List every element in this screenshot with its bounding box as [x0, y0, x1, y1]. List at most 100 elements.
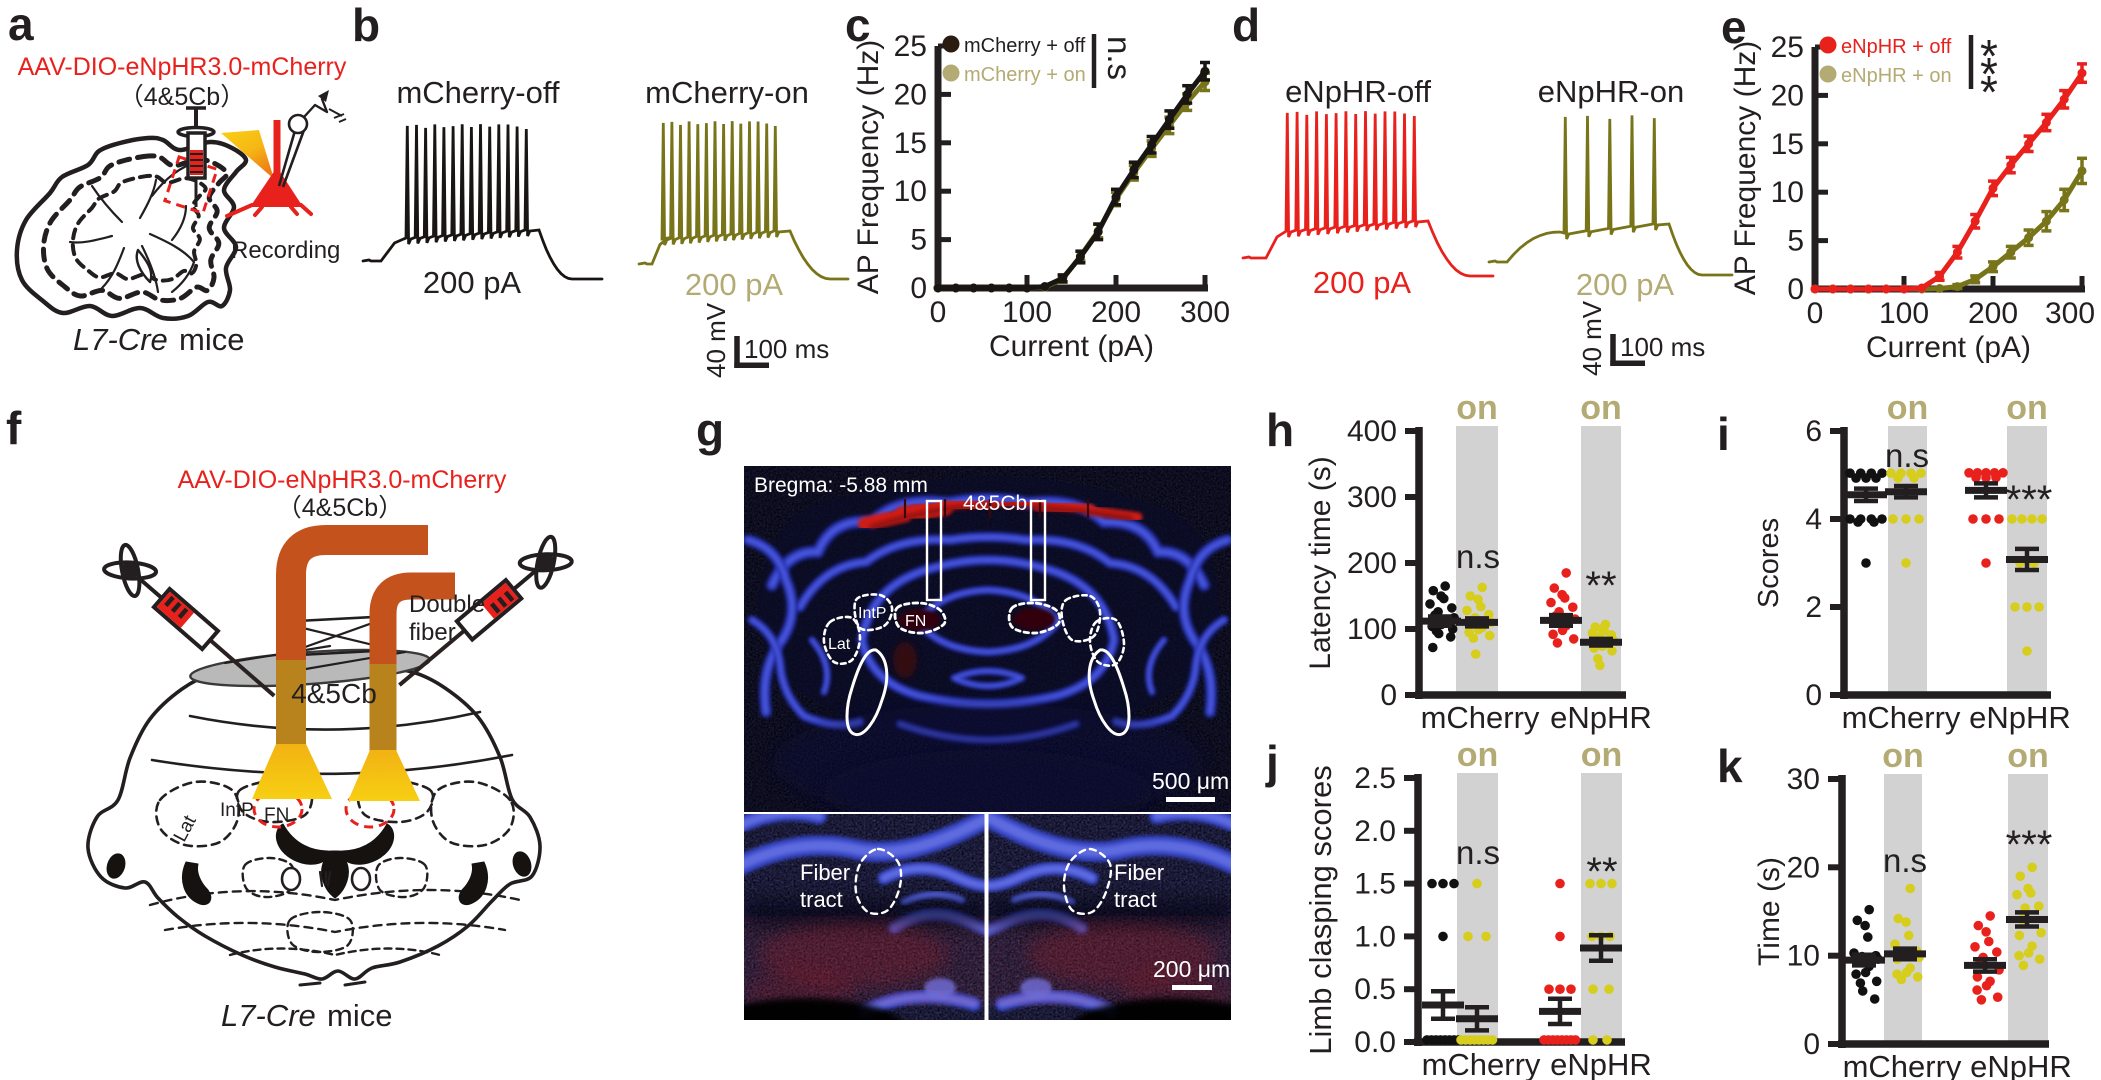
svg-text:20: 20 — [1787, 851, 1820, 884]
svg-text:mCherry: mCherry — [1843, 1049, 1962, 1080]
svg-text:L7-Cre: L7-Cre — [73, 322, 168, 357]
svg-text:1.0: 1.0 — [1354, 920, 1396, 953]
svg-text:Fiber: Fiber — [800, 860, 850, 885]
svg-text:200: 200 — [1968, 297, 2018, 330]
svg-text:0.0: 0.0 — [1354, 1026, 1396, 1059]
svg-text:*: * — [1980, 66, 1998, 118]
svg-text:Current (pA): Current (pA) — [1866, 331, 2031, 364]
svg-text:Limb clasping scores: Limb clasping scores — [1303, 765, 1338, 1054]
svg-text:1.5: 1.5 — [1354, 868, 1396, 901]
svg-text:20: 20 — [1771, 79, 1804, 112]
svg-text:**: ** — [1586, 850, 1617, 894]
svg-text:4&5Cb: 4&5Cb — [963, 492, 1027, 515]
svg-text:Bregma: -5.88 mm: Bregma: -5.88 mm — [754, 474, 928, 497]
svg-text:4&5Cb: 4&5Cb — [291, 678, 377, 709]
svg-text:*: * — [1980, 30, 1998, 82]
svg-text:a: a — [8, 0, 34, 50]
svg-text:4: 4 — [1805, 503, 1822, 536]
svg-text:Latency time (s): Latency time (s) — [1304, 456, 1337, 669]
svg-text:0: 0 — [1787, 273, 1804, 306]
svg-text:300: 300 — [1347, 481, 1397, 514]
svg-text:g: g — [696, 404, 724, 456]
svg-text:n.s: n.s — [1456, 834, 1500, 871]
svg-text:0: 0 — [1803, 1028, 1820, 1061]
svg-text:eNpHR + off: eNpHR + off — [1841, 36, 1952, 58]
svg-text:100: 100 — [1879, 297, 1929, 330]
svg-text:2.5: 2.5 — [1354, 762, 1396, 795]
svg-text:200 pA: 200 pA — [1576, 267, 1675, 302]
svg-text:mCherry-on: mCherry-on — [645, 75, 809, 110]
svg-text:FN: FN — [264, 805, 289, 826]
svg-text:0: 0 — [1807, 297, 1824, 330]
svg-text:AAV-DIO-eNpHR3.0-mCherry: AAV-DIO-eNpHR3.0-mCherry — [178, 466, 507, 494]
svg-text:e: e — [1721, 1, 1747, 53]
svg-text:on: on — [1580, 389, 1622, 427]
svg-text:10: 10 — [894, 175, 927, 208]
svg-text:200: 200 — [1091, 296, 1141, 329]
svg-text:200 pA: 200 pA — [1313, 265, 1412, 300]
svg-text:eNpHR: eNpHR — [1969, 700, 2071, 735]
svg-text:tract: tract — [800, 887, 843, 912]
svg-text:*: * — [1980, 48, 1998, 100]
svg-text:100: 100 — [1347, 613, 1397, 646]
svg-text:100 ms: 100 ms — [744, 334, 829, 364]
svg-text:10: 10 — [1787, 940, 1820, 973]
svg-text:f: f — [6, 402, 22, 454]
svg-text:***: *** — [2006, 823, 2053, 867]
svg-text:0: 0 — [1380, 679, 1397, 712]
svg-text:**: ** — [1585, 564, 1616, 608]
svg-text:200 pA: 200 pA — [423, 265, 522, 300]
svg-text:40 mV: 40 mV — [1577, 300, 1607, 376]
svg-text:2.0: 2.0 — [1354, 815, 1396, 848]
svg-text:Lat: Lat — [828, 636, 851, 653]
svg-text:Scores: Scores — [1753, 518, 1785, 608]
svg-text:Recording: Recording — [231, 237, 340, 264]
svg-text:L7-Cre: L7-Cre — [221, 998, 316, 1033]
svg-text:fiber: fiber — [409, 619, 456, 646]
svg-text:mCherry: mCherry — [1421, 700, 1540, 735]
svg-text:Current (pA): Current (pA) — [989, 330, 1154, 363]
svg-text:n.s: n.s — [1456, 538, 1500, 575]
svg-text:300: 300 — [1180, 296, 1230, 329]
svg-text:Time (s): Time (s) — [1753, 857, 1786, 966]
svg-text:（4&5Cb）: （4&5Cb） — [277, 494, 403, 522]
svg-text:mCherry-off: mCherry-off — [396, 75, 559, 110]
svg-text:tract: tract — [1114, 887, 1157, 912]
svg-text:eNpHR: eNpHR — [1970, 1049, 2072, 1080]
svg-text:15: 15 — [894, 127, 927, 160]
svg-text:k: k — [1717, 740, 1743, 792]
svg-text:500 μm: 500 μm — [1152, 768, 1229, 794]
svg-text:AP Frequency (Hz): AP Frequency (Hz) — [852, 40, 885, 295]
svg-text:0: 0 — [910, 272, 927, 305]
svg-text:Fiber: Fiber — [1114, 860, 1164, 885]
svg-text:2: 2 — [1805, 591, 1822, 624]
svg-text:10: 10 — [1771, 176, 1804, 209]
svg-text:0: 0 — [930, 296, 947, 329]
svg-text:IntP: IntP — [220, 800, 254, 821]
svg-text:d: d — [1232, 0, 1260, 51]
svg-text:j: j — [1265, 736, 1279, 788]
svg-text:on: on — [1457, 736, 1499, 774]
svg-text:on: on — [1887, 389, 1929, 427]
svg-text:on: on — [1882, 737, 1924, 775]
svg-text:300: 300 — [2045, 297, 2095, 330]
svg-text:mCherry: mCherry — [1422, 1047, 1541, 1080]
svg-text:IntP: IntP — [858, 605, 886, 622]
svg-text:mCherry + on: mCherry + on — [964, 64, 1086, 86]
svg-text:b: b — [352, 0, 380, 51]
svg-text:eNpHR-off: eNpHR-off — [1285, 74, 1431, 109]
svg-text:FN: FN — [905, 613, 926, 630]
svg-text:n.s: n.s — [1883, 842, 1927, 879]
svg-text:n.s: n.s — [1101, 36, 1138, 80]
svg-text:i: i — [1717, 408, 1730, 460]
svg-text:15: 15 — [1771, 128, 1804, 161]
svg-text:0: 0 — [1805, 679, 1822, 712]
svg-text:400: 400 — [1347, 415, 1397, 448]
svg-text:on: on — [1456, 389, 1498, 427]
svg-text:eNpHR: eNpHR — [1550, 700, 1652, 735]
svg-text:mCherry: mCherry — [1842, 700, 1961, 735]
svg-text:100: 100 — [1002, 296, 1052, 329]
svg-text:h: h — [1266, 404, 1294, 456]
svg-text:25: 25 — [1771, 31, 1804, 64]
svg-text:200: 200 — [1347, 547, 1397, 580]
